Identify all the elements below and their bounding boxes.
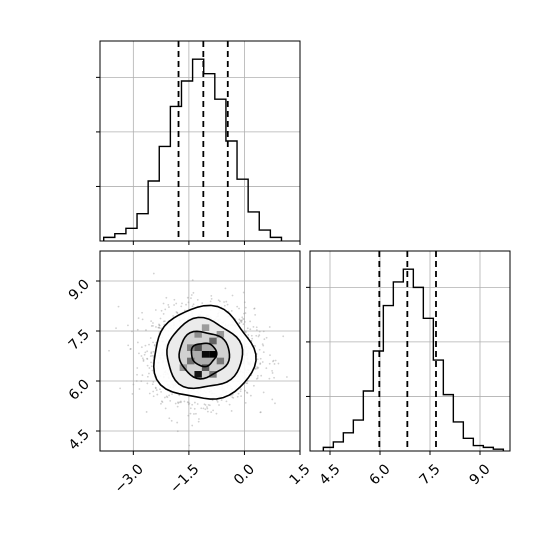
marginal-histogram-y-panel: 4.5 6.0 7.5 9.0 — [306, 250, 511, 488]
axes-frame — [309, 250, 511, 452]
density-bin — [194, 371, 202, 378]
joint-plot-area — [100, 251, 300, 451]
density-bin — [194, 331, 202, 338]
x-tick-label: 4.5 — [317, 461, 344, 488]
x-tick-label: 1.5 — [287, 461, 314, 488]
density-bin — [201, 364, 210, 371]
contour-line — [152, 304, 257, 400]
y-tick-label: 9.0 — [66, 277, 93, 304]
density-bin — [216, 331, 225, 338]
x-tick-label: −3.0 — [112, 461, 147, 496]
contour-line — [190, 342, 218, 368]
axes-frame — [99, 40, 301, 242]
density-bin — [216, 357, 225, 365]
contour-line — [178, 330, 231, 380]
contour-line — [166, 316, 244, 390]
density-bin — [201, 351, 210, 358]
x-tick-label: 7.5 — [417, 461, 444, 488]
density-bin — [187, 344, 195, 351]
x-tick-label: −1.5 — [167, 461, 202, 496]
y-tick-label: 7.5 — [66, 327, 93, 354]
axes-frame — [99, 250, 301, 452]
density-bin — [209, 351, 217, 358]
x-tick-label: 6.0 — [367, 461, 394, 488]
marginal-histogram-x-panel — [96, 40, 301, 245]
x-tick-label: 0.0 — [231, 461, 258, 488]
density-bin — [194, 344, 202, 351]
x-tick-label: 9.0 — [467, 461, 494, 488]
density-bin — [209, 337, 217, 345]
y-tick-label: 4.5 — [66, 427, 93, 454]
joint-density-panel: −3.0 −1.5 0.0 1.5 4.5 6.0 7.5 9.0 — [66, 250, 314, 497]
histogram-step-line — [103, 58, 283, 241]
density-bin — [187, 357, 195, 365]
y-tick-label: 6.0 — [66, 377, 93, 404]
histogram-step-line — [322, 268, 505, 451]
density-bin — [201, 324, 210, 331]
